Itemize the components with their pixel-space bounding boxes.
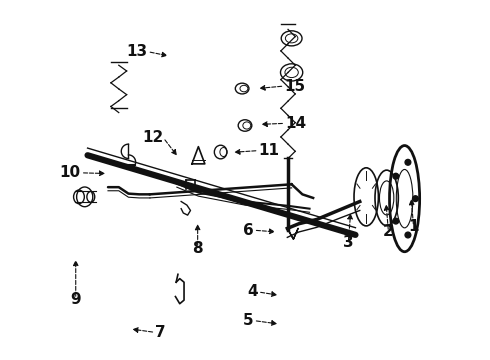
Circle shape: [413, 196, 418, 202]
Text: 1: 1: [408, 219, 419, 234]
Text: 9: 9: [71, 292, 81, 307]
Text: 3: 3: [343, 235, 354, 250]
Text: 13: 13: [126, 44, 147, 59]
Text: 4: 4: [247, 284, 258, 300]
Circle shape: [405, 232, 411, 238]
Text: 14: 14: [285, 116, 306, 131]
Text: 10: 10: [60, 165, 81, 180]
Text: 8: 8: [193, 240, 203, 256]
Text: 12: 12: [142, 130, 163, 145]
Text: 2: 2: [383, 225, 394, 239]
Circle shape: [393, 173, 399, 179]
Text: 11: 11: [259, 143, 280, 158]
Circle shape: [405, 159, 411, 165]
Circle shape: [393, 218, 399, 224]
Text: 5: 5: [243, 313, 254, 328]
Text: 7: 7: [155, 325, 166, 340]
Text: 6: 6: [243, 223, 254, 238]
Text: 15: 15: [285, 78, 306, 94]
